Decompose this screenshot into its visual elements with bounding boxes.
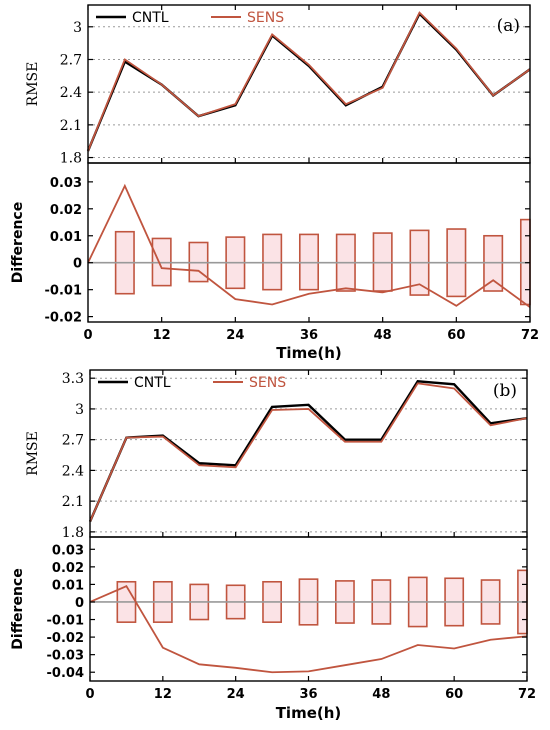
rmse-ytick-label: 2.7 [62,433,84,449]
series-line-cntl [88,380,528,523]
legend-label-cntl: CNTL [132,10,169,26]
xtick-label: 24 [227,687,245,702]
difference-line [87,183,531,308]
x-axis-title: Time(h) [276,704,342,722]
difference-line [89,585,528,674]
xtick-label: 0 [83,328,92,343]
xtick-label: 12 [154,687,172,702]
xtick-label: 60 [447,328,465,343]
xtick-label: 72 [518,687,536,702]
xtick-label: 60 [445,687,463,702]
rmse-ytick-label: 2.7 [60,52,82,68]
rmse-axis-title: RMSE [25,431,41,476]
xtick-label: 48 [374,328,392,343]
rmse-ytick-label: 1.8 [62,525,84,541]
difference-axis-title: Difference [10,202,26,283]
difference-ytick-label: -0.02 [47,631,84,646]
difference-ytick-label: -0.01 [47,614,84,629]
series-line-sens [87,11,531,152]
difference-ytick-label: 0.02 [52,561,84,576]
panel-a: 1.8 2.1 2.4 2.7 3 -0.02 -0.01 0 0.01 0.02 0.03 0 12 2… [10,4,539,362]
rmse-ytick-label: 1.8 [60,151,82,167]
legend-label-sens: SENS [249,375,286,391]
panel-b: 1.8 2.1 2.4 2.7 3 3.3 -0.04 -0.03 -0.02 -0.01 0 0.0… [10,369,536,722]
difference-ytick-label: 0.01 [52,578,84,593]
xtick-label: 48 [372,687,390,702]
difference-ytick-label: -0.02 [45,311,82,326]
panel-label: (b) [493,381,517,401]
rmse-ytick-label: 2.1 [62,494,84,510]
rmse-ytick-label: 2.1 [60,118,82,134]
series-line-cntl [86,11,531,152]
rmse-ytick-label: 3 [75,402,84,418]
difference-ytick-label: 0.01 [50,230,82,245]
difference-ytick-label: 0.03 [52,543,84,558]
xtick-label: 36 [300,328,318,343]
rmse-ytick-label: 3 [73,20,82,36]
x-axis-title: Time(h) [276,344,342,362]
rmse-ytick-label: 2.4 [62,463,84,479]
xtick-label: 24 [226,328,244,343]
difference-ytick-label: 0 [75,596,84,611]
difference-ytick-label: 0.02 [50,203,82,218]
difference-ytick-label: -0.04 [47,666,84,681]
rmse-ytick-label: 3.3 [62,371,84,387]
rmse-axis-title: RMSE [25,62,41,107]
legend-label-sens: SENS [247,10,284,26]
difference-axis-title: Difference [10,568,26,649]
xtick-label: 12 [153,328,171,343]
difference-ytick-label: -0.01 [45,284,82,299]
xtick-label: 72 [521,328,539,343]
difference-ytick-label: 0.03 [50,176,82,191]
xtick-label: 0 [85,687,94,702]
panel-label: (a) [497,16,520,36]
difference-ytick-label: -0.03 [47,649,84,664]
difference-ytick-label: 0 [73,257,82,272]
rmse-plot-frame [87,4,531,164]
rmse-ytick-label: 2.4 [60,85,82,101]
legend-label-cntl: CNTL [134,375,171,391]
series-line-sens [89,382,528,522]
xtick-label: 36 [299,687,317,702]
